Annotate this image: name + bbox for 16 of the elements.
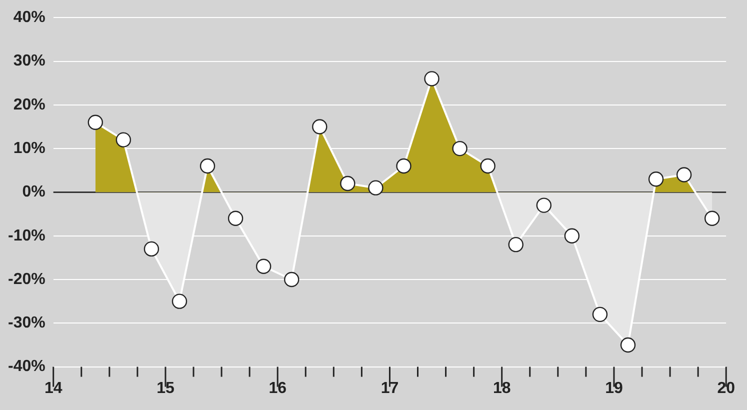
y-tick-label: -10%: [8, 227, 46, 244]
x-tick-label: 17: [380, 380, 399, 397]
y-tick-label: -40%: [8, 358, 46, 376]
y-tick-label: 40%: [13, 9, 46, 26]
y-tick-label: 0%: [22, 184, 46, 201]
y-tick-label: -30%: [8, 314, 46, 332]
y-tick-label: 10%: [13, 140, 46, 157]
y-tick-label: 30%: [13, 52, 46, 70]
x-tick-label: 18: [492, 380, 511, 397]
x-tick-label: 15: [156, 380, 174, 397]
x-tick-label: 20: [717, 380, 736, 397]
y-tick-label: -20%: [8, 270, 46, 288]
y-tick-label: 20%: [13, 96, 46, 114]
x-tick-label: 14: [44, 380, 62, 397]
x-tick-label: 19: [605, 380, 623, 397]
x-tick-label: 16: [268, 380, 287, 397]
